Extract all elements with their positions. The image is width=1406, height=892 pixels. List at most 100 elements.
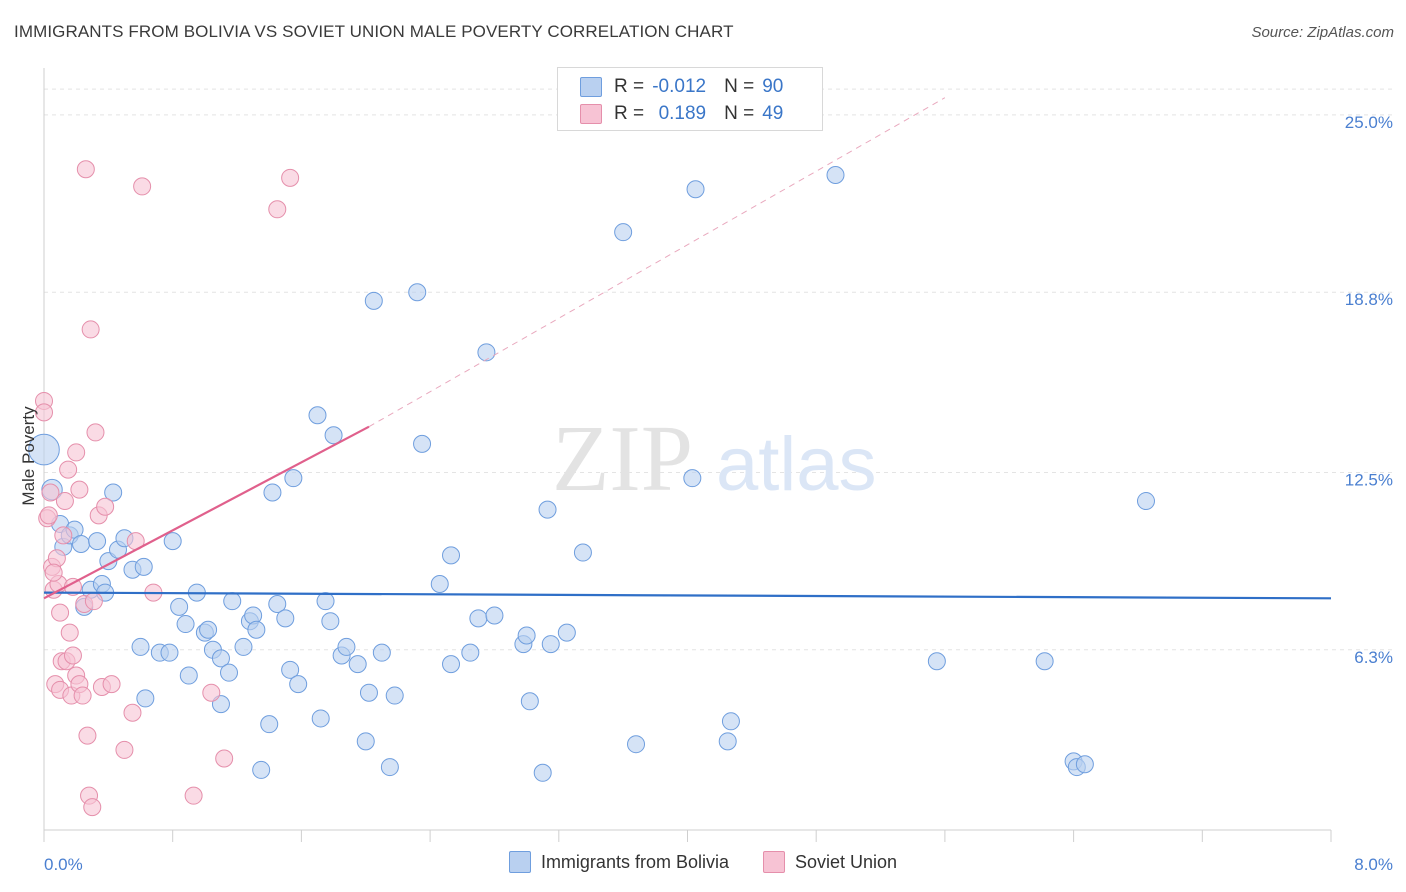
data-point-bolivia — [686, 180, 705, 199]
data-point-soviet — [115, 740, 134, 759]
data-point-bolivia — [359, 683, 378, 702]
data-point-soviet — [60, 623, 79, 642]
data-point-soviet — [73, 686, 92, 705]
x-tick-label-max: 8.0% — [1354, 855, 1393, 874]
data-point-bolivia — [88, 532, 107, 551]
data-point-bolivia — [176, 615, 195, 634]
data-point-bolivia — [289, 675, 308, 694]
data-point-bolivia — [442, 655, 461, 674]
data-point-bolivia — [356, 732, 375, 751]
data-point-bolivia — [430, 575, 449, 594]
y-tick-label: 25.0% — [1345, 113, 1393, 132]
data-point-bolivia — [557, 623, 576, 642]
data-point-bolivia — [211, 649, 230, 668]
data-point-soviet — [55, 492, 74, 511]
data-point-soviet — [123, 703, 142, 722]
legend-item-bolivia[interactable]: Immigrants from Bolivia — [508, 851, 729, 873]
legend-r-value: 0.189 — [658, 103, 707, 124]
data-point-bolivia — [104, 483, 123, 502]
chart-title: IMMIGRANTS FROM BOLIVIA VS SOVIET UNION … — [14, 22, 734, 41]
data-point-bolivia — [533, 763, 552, 782]
data-point-bolivia — [170, 597, 189, 616]
data-point-bolivia — [718, 732, 737, 751]
legend-swatch-pink — [580, 104, 602, 124]
tick-labels: 6.3% 12.5% 18.8% 25.0% 0.0% 8.0% — [44, 113, 1393, 874]
data-point-bolivia — [1136, 492, 1155, 511]
data-point-bolivia — [324, 426, 343, 445]
data-point-soviet — [59, 460, 78, 479]
legend-item-soviet[interactable]: Soviet Union — [762, 851, 898, 873]
x-tick-label-min: 0.0% — [44, 855, 83, 874]
legend-n-value: 49 — [762, 103, 784, 124]
legend-swatch-blue — [508, 851, 531, 873]
legend-swatch-blue — [580, 77, 602, 97]
data-point-bolivia — [461, 643, 480, 662]
source-label: Source: ZipAtlas.com — [1251, 24, 1394, 41]
legend-r-label: R = — [614, 103, 645, 124]
data-point-bolivia — [614, 223, 633, 242]
data-point-bolivia — [276, 609, 295, 628]
series-soviet-points — [35, 160, 300, 817]
data-point-bolivia — [131, 637, 150, 656]
data-point-bolivia — [179, 666, 198, 685]
data-point-bolivia — [223, 592, 242, 611]
trend-lines — [43, 97, 1332, 600]
data-point-bolivia — [72, 534, 91, 553]
gridlines — [44, 88, 1394, 651]
data-point-bolivia — [385, 686, 404, 705]
data-point-bolivia — [380, 758, 399, 777]
data-point-soviet — [54, 526, 73, 545]
data-point-soviet — [41, 483, 60, 502]
data-point-bolivia — [348, 655, 367, 674]
data-point-soviet — [63, 646, 82, 665]
data-point-soviet — [83, 798, 102, 817]
data-point-soviet — [39, 506, 58, 525]
data-point-soviet — [84, 592, 103, 611]
data-point-bolivia — [337, 637, 356, 656]
legend-row-soviet: R = 0.189 N = 49 — [580, 101, 783, 127]
data-point-bolivia — [413, 434, 432, 453]
data-point-bolivia — [469, 609, 488, 628]
data-point-bolivia — [163, 532, 182, 551]
data-point-bolivia — [160, 643, 179, 662]
data-point-bolivia — [281, 660, 300, 679]
legend-n-label: N = — [724, 103, 755, 124]
data-point-bolivia — [442, 546, 461, 565]
data-point-bolivia — [308, 406, 327, 425]
watermark-atlas: atlas — [716, 422, 877, 507]
data-point-bolivia — [252, 760, 271, 779]
data-point-bolivia — [268, 595, 287, 614]
series-legend: Immigrants from Bolivia Soviet Union — [0, 851, 1406, 873]
data-point-soviet — [35, 403, 53, 422]
y-tick-label: 18.8% — [1345, 290, 1393, 309]
legend-r-value: -0.012 — [652, 76, 707, 97]
data-point-soviet — [215, 749, 234, 768]
data-point-bolivia — [517, 626, 536, 645]
data-point-bolivia — [1035, 652, 1054, 671]
legend-r-label: R = — [614, 76, 645, 97]
data-point-bolivia — [538, 500, 557, 519]
data-point-soviet — [184, 786, 203, 805]
data-point-bolivia — [316, 592, 335, 611]
watermark-zip: ZIP — [552, 407, 693, 511]
data-point-soviet — [67, 443, 86, 462]
data-point-soviet — [51, 603, 70, 622]
data-point-soviet — [96, 497, 115, 516]
y-tick-label: 12.5% — [1345, 470, 1393, 489]
data-point-soviet — [86, 423, 105, 442]
data-point-soviet — [133, 177, 152, 196]
data-point-soviet — [44, 563, 63, 582]
data-point-bolivia — [541, 635, 560, 654]
data-point-bolivia — [477, 343, 496, 362]
data-point-bolivia — [234, 637, 253, 656]
data-point-soviet — [202, 683, 221, 702]
data-point-bolivia — [520, 692, 539, 711]
legend-label-soviet: Soviet Union — [794, 851, 898, 872]
data-point-bolivia — [247, 620, 266, 639]
trend-line-bolivia — [43, 591, 1332, 600]
trend-line-soviet-extension — [368, 97, 946, 428]
data-point-soviet — [281, 168, 300, 187]
data-point-bolivia — [199, 620, 218, 639]
legend-label-bolivia: Immigrants from Bolivia — [540, 851, 729, 872]
